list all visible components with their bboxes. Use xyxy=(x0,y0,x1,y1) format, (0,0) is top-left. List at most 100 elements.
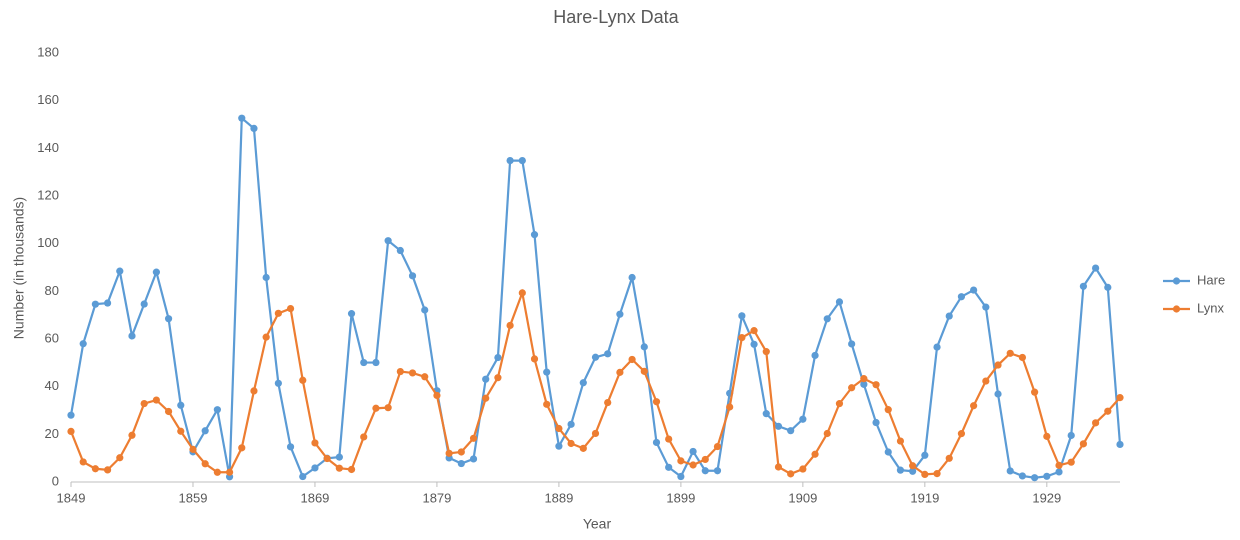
data-point xyxy=(482,375,490,383)
x-tick-label: 1859 xyxy=(179,490,208,505)
data-point xyxy=(738,334,746,342)
data-point xyxy=(1031,474,1039,482)
data-point xyxy=(1055,461,1063,469)
data-point xyxy=(604,350,612,358)
data-point xyxy=(457,459,465,468)
data-point xyxy=(445,449,453,457)
data-point xyxy=(1031,388,1039,396)
data-point xyxy=(726,403,734,411)
legend-label: Hare xyxy=(1197,272,1225,287)
data-point xyxy=(262,273,270,282)
data-point xyxy=(79,458,87,466)
data-point xyxy=(579,444,587,452)
data-point xyxy=(140,399,148,408)
data-point xyxy=(909,467,917,475)
data-point xyxy=(116,267,124,275)
data-point xyxy=(640,367,648,375)
y-tick-label: 20 xyxy=(45,426,59,441)
y-tick-label: 60 xyxy=(45,330,59,345)
data-point xyxy=(164,407,173,416)
data-point xyxy=(884,448,892,456)
data-point xyxy=(506,321,514,330)
data-point xyxy=(140,300,148,308)
data-point xyxy=(1055,468,1063,476)
data-point xyxy=(1006,467,1014,475)
data-point xyxy=(262,333,270,341)
x-tick-label: 1879 xyxy=(422,490,451,505)
data-point xyxy=(933,470,941,478)
y-tick-label: 160 xyxy=(37,92,59,107)
data-point xyxy=(1043,432,1051,440)
y-tick-label: 0 xyxy=(52,473,59,488)
data-point xyxy=(701,455,709,464)
data-point xyxy=(933,343,941,351)
data-point xyxy=(591,353,600,361)
data-point xyxy=(811,351,819,360)
x-tick-label: 1909 xyxy=(788,490,817,505)
data-point xyxy=(1116,394,1124,402)
data-point xyxy=(530,231,539,239)
legend-label: Lynx xyxy=(1197,300,1224,315)
x-axis-label: Year xyxy=(583,516,612,532)
data-point xyxy=(677,472,685,481)
data-point xyxy=(91,300,99,308)
data-point xyxy=(884,406,892,414)
x-tick-label: 1899 xyxy=(666,490,695,505)
data-point xyxy=(750,327,758,335)
data-point xyxy=(555,442,563,450)
data-point xyxy=(738,312,746,320)
data-point xyxy=(506,157,514,165)
data-point xyxy=(1092,419,1100,427)
data-point xyxy=(555,424,563,433)
y-tick-label: 100 xyxy=(37,235,59,250)
data-point xyxy=(299,472,307,481)
y-tick-label: 180 xyxy=(37,44,59,59)
data-point xyxy=(860,375,868,383)
data-point xyxy=(164,315,173,323)
data-point xyxy=(860,380,868,388)
data-point xyxy=(994,361,1002,369)
data-point xyxy=(689,447,697,456)
data-point xyxy=(396,246,404,255)
x-tick-label: 1869 xyxy=(300,490,329,505)
data-point xyxy=(762,348,770,356)
x-tick-label: 1889 xyxy=(544,490,573,505)
data-point xyxy=(1006,349,1014,357)
data-point xyxy=(494,353,502,362)
y-tick-label: 80 xyxy=(45,283,59,298)
data-point xyxy=(970,402,978,410)
data-point xyxy=(384,404,392,412)
data-point xyxy=(152,268,160,276)
data-point xyxy=(1067,431,1075,440)
data-point xyxy=(750,340,758,348)
data-point xyxy=(482,394,490,402)
data-point xyxy=(921,470,929,478)
data-point xyxy=(1079,282,1088,290)
data-point xyxy=(823,429,831,438)
data-point xyxy=(421,306,429,314)
data-point xyxy=(799,465,807,473)
data-point xyxy=(1079,440,1088,448)
data-point xyxy=(1067,458,1075,466)
data-point xyxy=(896,466,905,474)
data-point xyxy=(103,299,112,307)
data-point xyxy=(457,448,465,456)
data-point xyxy=(799,415,807,423)
data-point xyxy=(421,373,429,381)
data-point xyxy=(579,379,587,387)
data-point xyxy=(994,390,1002,398)
data-point xyxy=(677,457,685,465)
data-point xyxy=(945,312,953,320)
data-point xyxy=(494,374,502,382)
data-point xyxy=(384,237,392,245)
data-point xyxy=(225,468,234,476)
data-point xyxy=(201,460,209,468)
data-point xyxy=(238,444,246,452)
data-point xyxy=(469,434,478,442)
data-point xyxy=(1116,440,1124,449)
y-tick-label: 120 xyxy=(37,187,59,202)
data-point xyxy=(1092,264,1100,272)
data-point xyxy=(909,462,917,470)
data-point xyxy=(469,455,478,463)
data-point xyxy=(128,332,136,340)
